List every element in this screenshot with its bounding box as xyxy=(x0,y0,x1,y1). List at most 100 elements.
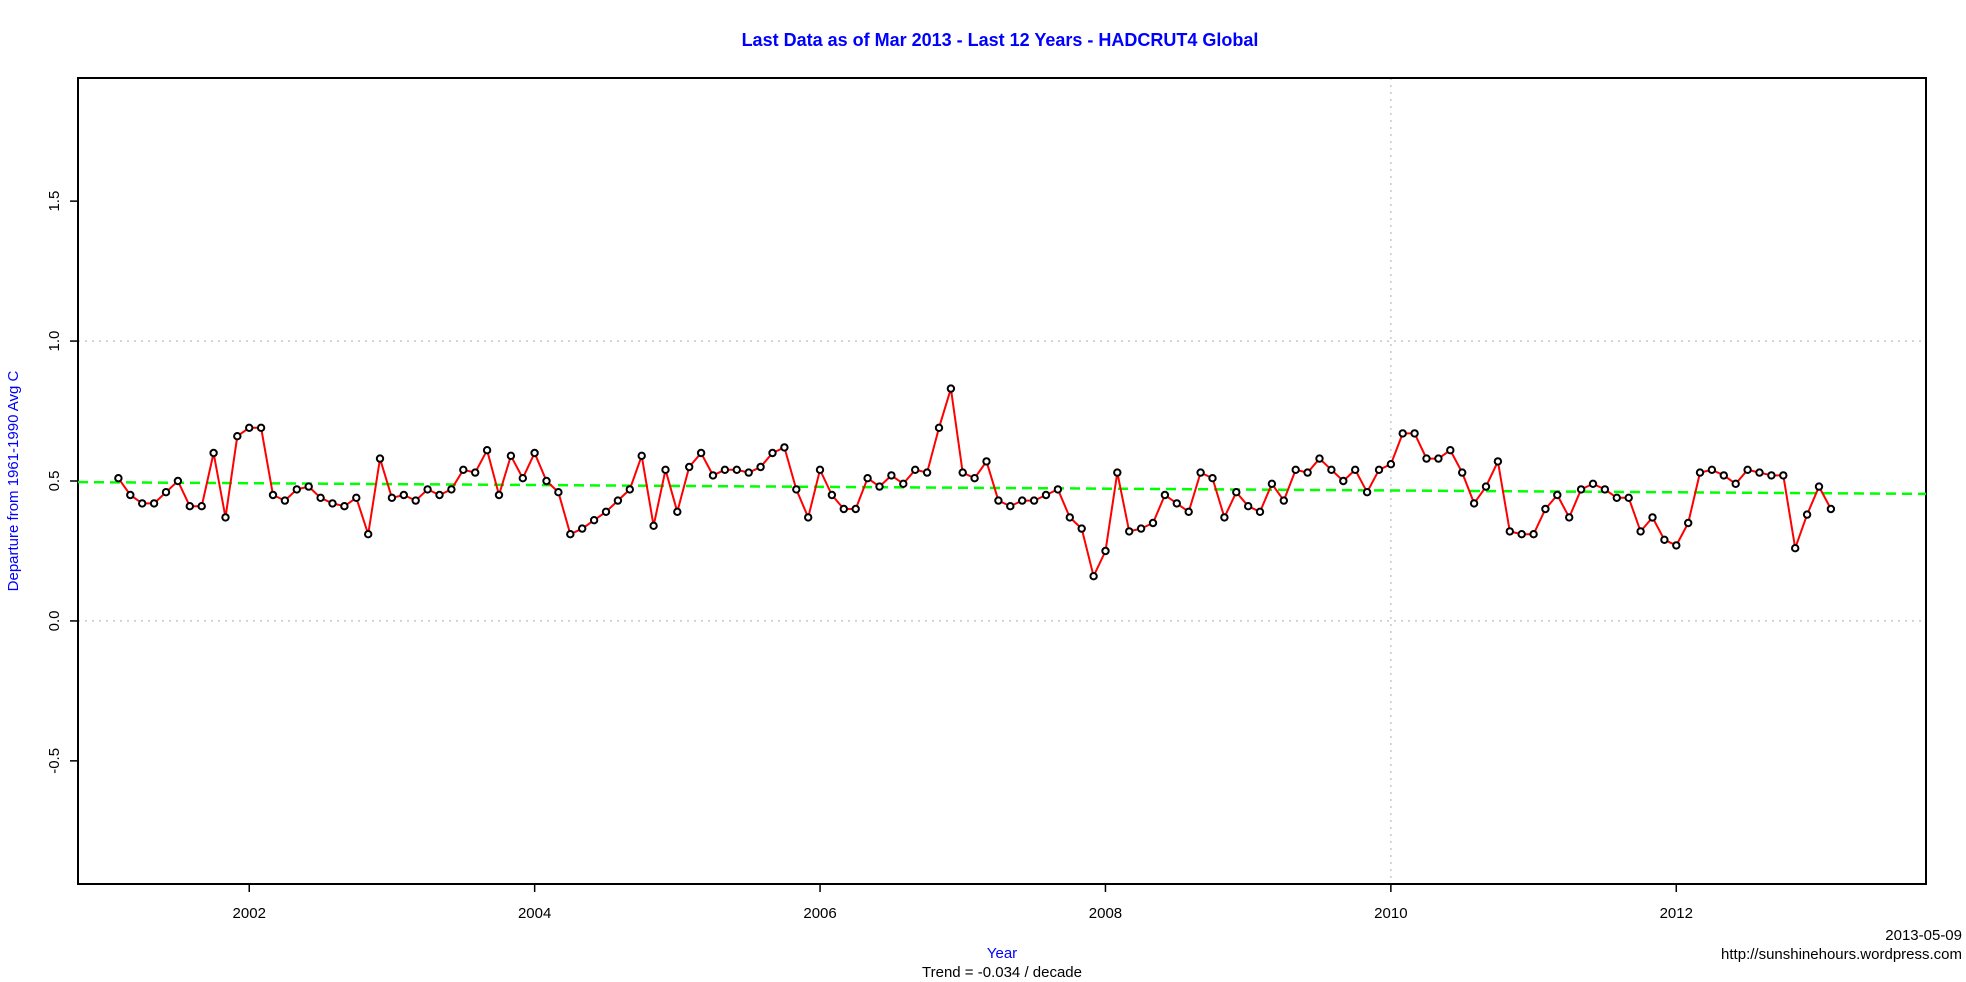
data-point xyxy=(1398,429,1407,438)
data-point xyxy=(708,471,718,480)
data-point xyxy=(1493,457,1503,466)
data-point xyxy=(1672,541,1681,550)
data-point xyxy=(1255,507,1265,516)
data-point xyxy=(1553,490,1562,500)
data-point xyxy=(566,530,575,539)
data-point xyxy=(601,507,611,516)
data-point xyxy=(1517,530,1526,539)
data-point xyxy=(1065,513,1075,522)
data-point xyxy=(1267,479,1277,488)
data-point xyxy=(149,499,159,508)
data-point xyxy=(399,490,408,500)
data-point xyxy=(1029,496,1039,505)
data-point xyxy=(851,504,860,514)
data-point xyxy=(1779,471,1788,480)
x-axis-label: Year xyxy=(987,945,1017,962)
data-point xyxy=(1505,527,1515,536)
data-point xyxy=(673,507,682,516)
data-point xyxy=(720,465,730,474)
data-point xyxy=(780,443,789,452)
y-tick-label: 0.0 xyxy=(46,611,63,632)
data-point xyxy=(482,446,492,455)
data-point xyxy=(114,474,123,483)
data-point xyxy=(649,521,658,530)
data-point xyxy=(1446,446,1455,455)
data-point xyxy=(1826,504,1836,514)
data-point xyxy=(1208,474,1217,483)
url-annotation: http://sunshinehours.wordpress.com xyxy=(1721,946,1962,963)
x-tick-label: 2004 xyxy=(518,905,551,922)
data-point xyxy=(1624,493,1633,502)
data-point xyxy=(530,448,539,458)
data-point xyxy=(1006,502,1015,511)
x-tick-label: 2012 xyxy=(1660,905,1693,922)
data-point xyxy=(1767,471,1776,480)
data-point xyxy=(1743,465,1752,474)
trend-line xyxy=(77,480,1927,496)
data-point xyxy=(340,502,349,511)
data-point xyxy=(696,448,706,458)
data-point xyxy=(185,502,195,511)
data-point xyxy=(1731,479,1740,488)
data-point xyxy=(994,496,1003,505)
data-point xyxy=(875,482,884,491)
data-point xyxy=(1529,530,1538,539)
data-point xyxy=(1410,429,1419,438)
data-point xyxy=(1279,496,1289,505)
trend-annotation: Trend = -0.034 / decade xyxy=(922,964,1082,981)
data-point xyxy=(637,451,646,460)
data-point xyxy=(1101,546,1110,556)
data-point xyxy=(1612,493,1622,502)
data-point xyxy=(352,493,361,502)
data-point xyxy=(827,490,837,500)
data-point xyxy=(1600,485,1610,494)
data-point xyxy=(1648,513,1657,522)
data-point xyxy=(1695,468,1705,477)
data-point xyxy=(1172,499,1182,508)
data-point xyxy=(173,476,183,486)
data-point xyxy=(387,493,397,502)
data-point xyxy=(328,499,337,508)
data-point xyxy=(1755,468,1764,477)
data-point xyxy=(958,468,967,477)
data-point xyxy=(1588,479,1598,488)
x-axis: 2002 2004 2006 2008 2010 2012 xyxy=(233,884,1693,922)
data-point xyxy=(209,448,218,458)
x-tick-label: 2010 xyxy=(1374,905,1407,922)
grid-lines xyxy=(78,78,1926,884)
data-point xyxy=(1089,572,1098,581)
data-point xyxy=(1565,513,1574,522)
data-point xyxy=(1125,527,1134,536)
data-point xyxy=(316,493,325,502)
data-point xyxy=(1660,535,1669,544)
data-point xyxy=(1053,485,1063,494)
data-point xyxy=(744,468,753,477)
data-point xyxy=(447,485,456,494)
y-tick-label: 1.5 xyxy=(46,191,63,212)
data-point xyxy=(946,384,956,393)
data-point xyxy=(1232,488,1241,497)
data-point xyxy=(292,485,301,494)
data-point xyxy=(1541,504,1550,514)
data-point xyxy=(126,490,135,500)
data-point xyxy=(304,482,313,491)
data-point xyxy=(435,490,444,500)
data-point xyxy=(1184,507,1193,516)
data-point xyxy=(1041,490,1051,500)
data-point xyxy=(982,457,991,466)
data-point xyxy=(804,513,813,522)
data-point xyxy=(1636,527,1645,536)
data-point xyxy=(1707,465,1717,474)
data-point xyxy=(911,465,920,474)
data-point xyxy=(1434,454,1443,463)
data-point xyxy=(1339,476,1348,486)
data-point xyxy=(732,465,741,474)
data-point xyxy=(1220,513,1229,522)
y-tick-label: 1.0 xyxy=(46,331,63,352)
data-point xyxy=(494,490,504,500)
data-point xyxy=(1802,510,1812,519)
data-point xyxy=(1362,488,1372,497)
data-point xyxy=(1291,465,1300,474)
data-point xyxy=(1136,524,1146,533)
